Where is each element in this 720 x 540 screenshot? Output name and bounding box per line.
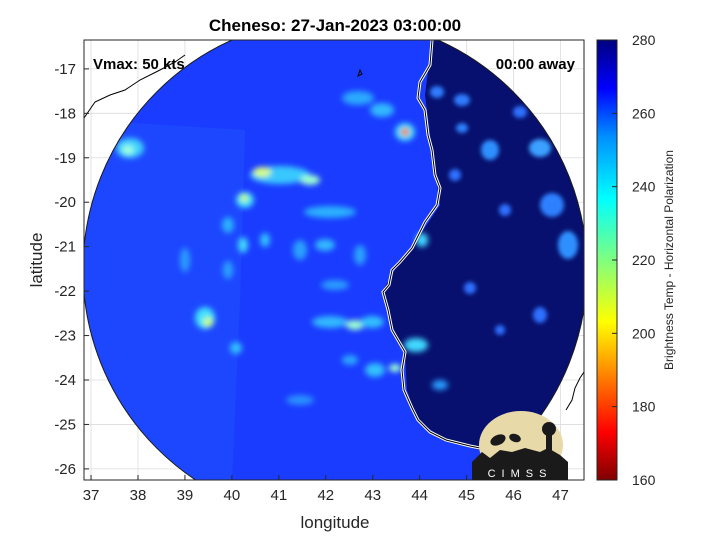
x-tick-label: 43 — [364, 487, 381, 504]
colorbar-tick-label: 180 — [632, 399, 656, 415]
logo-text: CIMSS — [488, 468, 553, 480]
x-axis-label: longitude — [300, 513, 369, 532]
y-tick-label: -19 — [54, 150, 76, 167]
x-tick-label: 37 — [83, 487, 100, 504]
colorbar-tick-label: 160 — [632, 472, 656, 488]
microwave-swath — [84, 40, 584, 480]
y-tick-label: -17 — [54, 61, 76, 78]
y-axis: -17 -18 -19 -20 -21 -22 -23 -24 -25 -26 — [54, 61, 89, 478]
y-tick-label: -20 — [54, 194, 76, 211]
x-tick-label: 45 — [458, 487, 475, 504]
y-tick-label: -26 — [54, 461, 76, 478]
x-tick-label: 40 — [224, 487, 241, 504]
x-tick-label: 47 — [552, 487, 569, 504]
y-tick-label: -18 — [54, 105, 76, 122]
cimss-logo: CIMSS — [472, 411, 568, 480]
y-tick-label: -25 — [54, 416, 76, 433]
colorbar-tick-label: 280 — [632, 32, 656, 48]
axes-box — [83, 39, 585, 481]
colorbar-tick-label: 220 — [632, 252, 656, 268]
colorbar-label: Brightness Temp - Horizontal Polarizatio… — [662, 150, 676, 370]
x-tick-label: 46 — [505, 487, 522, 504]
chart-title: Cheneso: 27-Jan-2023 03:00:00 — [209, 16, 461, 35]
x-axis: 37 38 39 40 41 42 43 44 45 46 47 — [83, 475, 569, 504]
colorbar-tick-label: 260 — [632, 105, 656, 121]
x-tick-label: 38 — [130, 487, 147, 504]
x-tick-label: 39 — [177, 487, 194, 504]
colorbar-tick-label: 200 — [632, 325, 656, 341]
coastline-madagascar — [84, 54, 186, 119]
y-tick-label: -22 — [54, 283, 76, 300]
x-tick-label: 42 — [317, 487, 334, 504]
away-label: 00:00 away — [496, 56, 576, 73]
y-tick-label: -23 — [54, 328, 76, 345]
colorbar-tick-label: 240 — [632, 179, 656, 195]
vmax-label: Vmax: 50 kts — [93, 56, 185, 73]
x-tick-label: 41 — [270, 487, 287, 504]
y-tick-label: -24 — [54, 372, 76, 389]
y-axis-label: latitude — [27, 233, 46, 288]
colorbar-ticks: 280 260 240 220 200 180 160 — [612, 32, 656, 488]
x-tick-label: 44 — [411, 487, 428, 504]
y-tick-label: -21 — [54, 239, 76, 256]
